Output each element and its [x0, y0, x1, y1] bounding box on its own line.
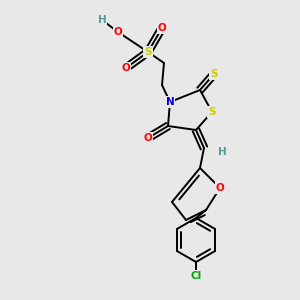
Text: S: S [208, 107, 216, 117]
Text: S: S [144, 47, 152, 57]
Text: Cl: Cl [190, 271, 202, 281]
Text: O: O [216, 183, 224, 193]
Text: H: H [98, 15, 106, 25]
Text: O: O [114, 27, 122, 37]
Text: H: H [218, 147, 226, 157]
Text: O: O [158, 23, 166, 33]
Text: O: O [122, 63, 130, 73]
Text: N: N [166, 97, 174, 107]
Text: S: S [210, 69, 218, 79]
Text: O: O [144, 133, 152, 143]
